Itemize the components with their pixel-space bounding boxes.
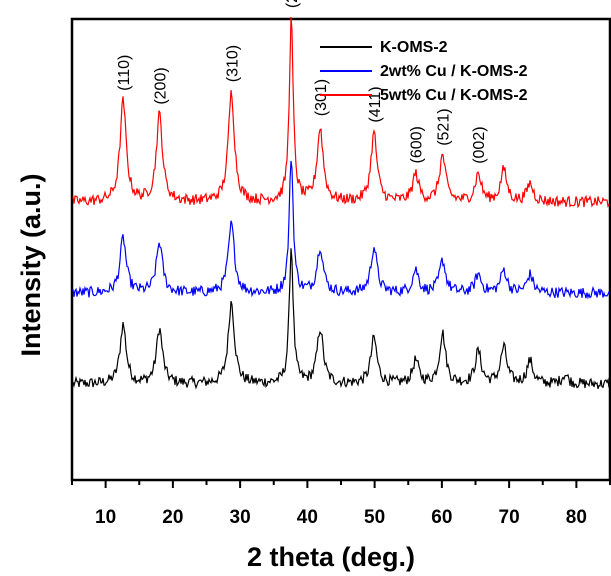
legend: K-OMS-2 2wt% Cu / K-OMS-2 5wt% Cu / K-OMS-… xyxy=(320,39,528,104)
x-tick-label: 60 xyxy=(431,507,452,528)
series-layer xyxy=(72,16,610,390)
x-tick-label: 70 xyxy=(499,507,520,528)
peak-label: (301) xyxy=(313,79,330,116)
series-line-1 xyxy=(72,248,610,390)
x-tick-label: 10 xyxy=(95,507,116,528)
peak-label: (310) xyxy=(224,45,241,82)
legend-label: K-OMS-2 xyxy=(380,39,448,56)
legend-label: 2wt% Cu / K-OMS-2 xyxy=(380,63,528,80)
peak-labels: (110)(200)(310)(211)(301)(411)(600)(521)… xyxy=(116,0,488,164)
legend-label: 5wt% Cu / K-OMS-2 xyxy=(380,87,528,104)
peak-label: (110) xyxy=(116,55,133,91)
x-tick-label: 50 xyxy=(364,507,385,528)
peak-label: (211) xyxy=(284,0,301,8)
peak-label: (600) xyxy=(409,126,426,163)
series-line-3 xyxy=(72,16,610,209)
x-axis-title: 2 theta (deg.) xyxy=(247,542,415,572)
x-tick-label: 30 xyxy=(230,507,251,528)
peak-label: (521) xyxy=(436,108,453,145)
x-tick-label: 20 xyxy=(162,507,183,528)
x-tick-label: 80 xyxy=(566,507,587,528)
peak-label: (002) xyxy=(471,126,488,163)
x-axis: 10 20 30 40 50 60 70 80 xyxy=(71,480,611,528)
peak-label: (200) xyxy=(152,67,169,104)
series-line-2 xyxy=(72,160,610,300)
x-tick-label: 40 xyxy=(297,507,318,528)
y-axis-title: Intensity (a.u.) xyxy=(16,173,46,356)
